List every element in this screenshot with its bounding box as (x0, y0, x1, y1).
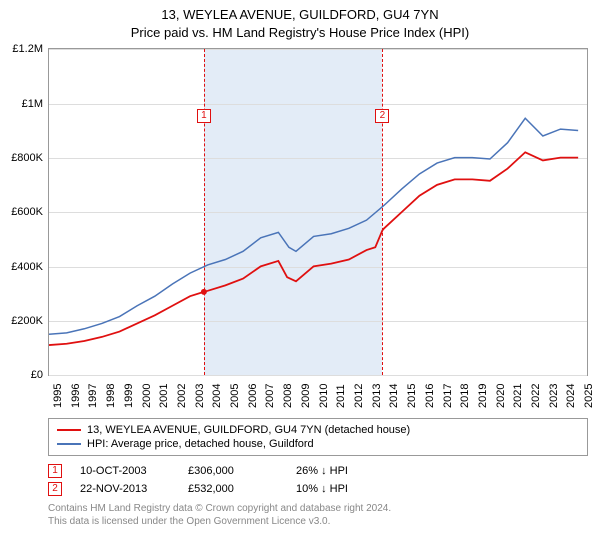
event-date: 22-NOV-2013 (80, 483, 170, 495)
x-axis-label: 2022 (530, 384, 542, 408)
x-axis-label: 2021 (512, 384, 524, 408)
x-axis-label: 2010 (318, 384, 330, 408)
sale-marker-dot (201, 289, 207, 295)
x-axis-label: 2020 (495, 384, 507, 408)
legend: 13, WEYLEA AVENUE, GUILDFORD, GU4 7YN (d… (48, 418, 588, 456)
x-axis-label: 2023 (548, 384, 560, 408)
x-axis-label: 2015 (406, 384, 418, 408)
x-axis-label: 2013 (371, 384, 383, 408)
y-axis-label: £800K (11, 152, 43, 164)
x-axis-label: 2016 (424, 384, 436, 408)
x-axis-label: 2011 (335, 385, 347, 409)
title-line1: 13, WEYLEA AVENUE, GUILDFORD, GU4 7YN (0, 6, 600, 24)
x-axis-label: 2014 (388, 384, 400, 408)
event-delta: 26% ↓ HPI (296, 465, 386, 477)
x-axis-label: 2024 (565, 384, 577, 408)
x-axis-label: 2000 (141, 384, 153, 408)
event-num: 2 (48, 482, 62, 496)
x-axis-label: 1996 (70, 384, 82, 408)
y-axis-label: £0 (31, 369, 43, 381)
x-axis-label: 1997 (87, 384, 99, 408)
legend-label: 13, WEYLEA AVENUE, GUILDFORD, GU4 7YN (d… (87, 424, 410, 436)
legend-item: HPI: Average price, detached house, Guil… (57, 437, 579, 451)
footer-line2: This data is licensed under the Open Gov… (48, 515, 588, 528)
plot-svg (49, 49, 587, 375)
x-axis-label: 2006 (247, 384, 259, 408)
chart-plot-area: £0£200K£400K£600K£800K£1M£1.2M12 (48, 48, 588, 376)
event-delta: 10% ↓ HPI (296, 483, 386, 495)
x-axis-label: 2025 (583, 384, 595, 408)
legend-swatch (57, 429, 81, 431)
series-hpi (49, 119, 578, 335)
legend-swatch (57, 443, 81, 445)
y-axis-label: £1.2M (12, 43, 43, 55)
y-axis-label: £1M (22, 98, 43, 110)
x-axis-label: 2009 (300, 384, 312, 408)
series-property (49, 153, 578, 346)
x-axis-label: 2004 (211, 384, 223, 408)
x-axis-label: 2001 (158, 384, 170, 408)
y-axis-label: £200K (11, 315, 43, 327)
x-axis-label: 2002 (176, 384, 188, 408)
x-axis-label: 2003 (194, 384, 206, 408)
event-row: 1 10-OCT-2003 £306,000 26% ↓ HPI (48, 462, 588, 480)
legend-item: 13, WEYLEA AVENUE, GUILDFORD, GU4 7YN (d… (57, 423, 579, 437)
x-axis-label: 1995 (52, 384, 64, 408)
x-axis-label: 2019 (477, 384, 489, 408)
x-axis-label: 2012 (353, 384, 365, 408)
x-axis-label: 2005 (229, 384, 241, 408)
footer-line1: Contains HM Land Registry data © Crown c… (48, 502, 588, 515)
event-row: 2 22-NOV-2013 £532,000 10% ↓ HPI (48, 480, 588, 498)
event-date: 10-OCT-2003 (80, 465, 170, 477)
x-axis-label: 2007 (264, 384, 276, 408)
events-table: 1 10-OCT-2003 £306,000 26% ↓ HPI 2 22-NOV-201… (48, 462, 588, 498)
y-axis-label: £400K (11, 261, 43, 273)
x-axis-label: 2008 (282, 384, 294, 408)
x-axis-label: 2017 (442, 384, 454, 408)
title-line2: Price paid vs. HM Land Registry's House … (0, 24, 600, 42)
event-price: £306,000 (188, 465, 278, 477)
chart-title: 13, WEYLEA AVENUE, GUILDFORD, GU4 7YN Pr… (0, 0, 600, 42)
y-axis-label: £600K (11, 206, 43, 218)
x-axis-label: 1999 (123, 384, 135, 408)
event-num: 1 (48, 464, 62, 478)
x-axis-label: 1998 (105, 384, 117, 408)
x-axis-labels: 1995 1996 1997 1998 1999 2000 2001 2002 2003 2004… (48, 376, 588, 416)
footer-attribution: Contains HM Land Registry data © Crown c… (48, 502, 588, 528)
legend-label: HPI: Average price, detached house, Guil… (87, 438, 314, 450)
x-axis-label: 2018 (459, 384, 471, 408)
event-price: £532,000 (188, 483, 278, 495)
